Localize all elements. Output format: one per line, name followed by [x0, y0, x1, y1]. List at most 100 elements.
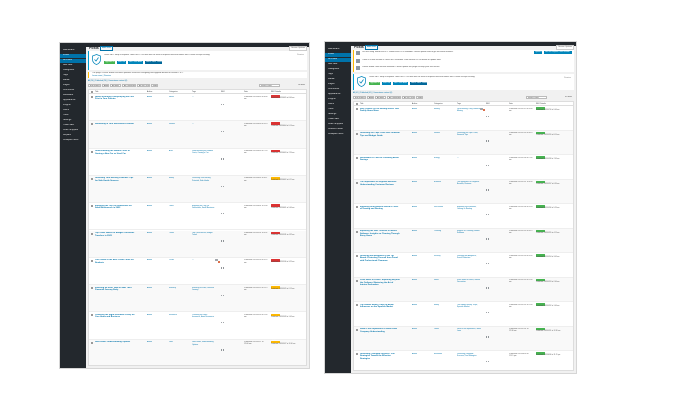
post-title-link[interactable]: The Importance of Regional Benefits: Und…: [360, 181, 397, 186]
post-category[interactable]: Cards: [169, 259, 174, 262]
post-author[interactable]: Admin: [412, 132, 418, 135]
sidebar-item[interactable]: Yoast SEO: [328, 118, 340, 121]
sidebar-item[interactable]: Posts: [60, 54, 86, 58]
post-tags[interactable]: The Hidden Money Traps, Spanish Market: [457, 303, 478, 308]
column-header-title[interactable]: Title: [360, 102, 364, 105]
rate-button[interactable]: Rate 5★: [117, 61, 126, 64]
sidebar-item[interactable]: Settings: [63, 119, 72, 122]
post-category[interactable]: Real Estate: [434, 205, 444, 208]
sidebar-item[interactable]: Categories: [63, 69, 75, 72]
apply-button[interactable]: Apply: [102, 84, 109, 87]
row-checkbox-icon[interactable]: [355, 230, 358, 233]
select-all-checkbox[interactable]: [355, 102, 358, 105]
post-author[interactable]: Admin: [412, 107, 418, 110]
apply-button[interactable]: Apply: [367, 96, 374, 99]
post-tags[interactable]: Unlocking Collegiate Success, Fun Strate…: [457, 352, 477, 357]
post-tags[interactable]: —: [192, 95, 194, 98]
post-tags[interactable]: —: [192, 259, 194, 262]
post-category[interactable]: Business: [434, 181, 442, 184]
post-category[interactable]: Finance: [434, 132, 441, 135]
sidebar-item[interactable]: Appearance: [328, 93, 341, 96]
row-checkbox-icon[interactable]: [90, 150, 93, 153]
post-tags[interactable]: —: [192, 122, 194, 125]
post-author[interactable]: Admin: [412, 254, 418, 257]
categories-select[interactable]: All Categories: [122, 84, 136, 87]
column-header-tags[interactable]: Tags: [457, 102, 461, 105]
post-category[interactable]: Energy: [434, 156, 440, 159]
dismiss-link[interactable]: Dismiss: [297, 54, 304, 56]
post-title-link[interactable]: The Hidden Money Traps to Avoid: Influen…: [360, 303, 395, 309]
sidebar-item[interactable]: Users: [63, 109, 69, 112]
seo-score-select[interactable]: All SEO Scores: [137, 84, 150, 87]
column-header-seo[interactable]: SEO: [486, 102, 490, 105]
post-category[interactable]: Education: [434, 352, 442, 355]
post-title-link[interactable]: Top Travel Hacks for Budget-Conscious Tr…: [95, 232, 135, 237]
post-tags[interactable]: Choosing the Right Insurance, Home Insur…: [192, 313, 215, 319]
row-checkbox-icon[interactable]: [90, 287, 93, 290]
column-header-seo-details[interactable]: SEO Details: [271, 90, 281, 93]
post-title-link[interactable]: What is the Importance of Small Loan Com…: [360, 328, 398, 333]
post-author[interactable]: Admin: [147, 286, 153, 289]
post-author[interactable]: Admin: [147, 95, 153, 98]
post-author[interactable]: Admin: [147, 232, 153, 235]
row-checkbox-icon[interactable]: [90, 123, 93, 126]
post-category[interactable]: Cleaning: [434, 230, 442, 233]
post-category[interactable]: Home: [434, 279, 439, 282]
post-title-link[interactable]: Unveiling the Allegiance of the Tip Boar…: [360, 254, 398, 262]
sidebar-item[interactable]: Categories: [328, 68, 340, 71]
sidebar-item[interactable]: Comments: [328, 88, 340, 91]
row-checkbox-icon[interactable]: [355, 328, 358, 331]
info-link[interactable]: Learn more | Dismiss: [92, 74, 111, 77]
post-author[interactable]: Admin: [412, 328, 418, 331]
post-title-link[interactable]: Why Choose Us for Moving House Your Fami…: [360, 107, 400, 113]
row-checkbox-icon[interactable]: [90, 205, 93, 208]
filter-button[interactable]: Filter: [416, 96, 423, 99]
select-all-checkbox[interactable]: [90, 90, 93, 93]
row-checkbox-icon[interactable]: [90, 177, 93, 180]
post-author[interactable]: Admin: [147, 204, 153, 207]
post-title-link[interactable]: Exploring Rent Benefits Worth It Costs o…: [360, 205, 399, 211]
post-tags[interactable]: Unlocking Your Earning Potential, Side H…: [192, 177, 211, 182]
row-checkbox-icon[interactable]: [355, 132, 358, 135]
post-tags[interactable]: Unlocking the Cape Coral, Financial Tips: [457, 132, 478, 137]
post-tags[interactable]: The Importance of Regional Benefits, Rev…: [457, 181, 480, 186]
sidebar-item[interactable]: Plugins: [328, 98, 336, 101]
post-author[interactable]: Admin: [147, 341, 153, 344]
filter-button[interactable]: Filter: [151, 84, 158, 87]
post-tags[interactable]: Debt Relief, Understanding Options: [192, 341, 214, 346]
post-tags[interactable]: Investing for Kids, Financial Journey: [192, 286, 214, 291]
post-tags[interactable]: Top Travel Hacks, Budget Travel: [192, 232, 213, 237]
bulk-actions-select[interactable]: Bulk actions: [353, 96, 366, 99]
post-author[interactable]: Admin: [147, 177, 153, 180]
row-checkbox-icon[interactable]: [90, 96, 93, 98]
sidebar-item[interactable]: All Posts: [325, 58, 351, 62]
comment-bubble-icon[interactable]: 1: [215, 259, 218, 262]
column-header-seo-details[interactable]: SEO Details: [536, 102, 546, 105]
post-category[interactable]: Investing: [169, 286, 177, 289]
sidebar-item[interactable]: Users: [328, 103, 334, 106]
column-header-author[interactable]: Author: [147, 90, 153, 93]
row-checkbox-icon[interactable]: [355, 255, 358, 257]
rate-button[interactable]: Rate 5★: [382, 82, 391, 85]
post-title-link[interactable]: Investing for Kids: How to Start Their F…: [95, 286, 132, 292]
comment-bubble-icon[interactable]: 2: [480, 107, 483, 110]
sidebar-item[interactable]: Jetpack: [63, 134, 71, 137]
screen-options-button[interactable]: Screen Options: [556, 45, 574, 50]
post-author[interactable]: Admin: [147, 150, 153, 153]
post-author[interactable]: Admin: [147, 313, 153, 316]
sidebar-item[interactable]: Appearance: [63, 99, 76, 102]
column-header-author[interactable]: Author: [412, 102, 418, 105]
post-title-link[interactable]: Exploring the Top Tax Deductions for Sma…: [95, 204, 132, 210]
post-title-link[interactable]: Understanding the Hidden Costs of Owning…: [95, 150, 130, 155]
status-filter-links[interactable]: All (26) | Published (26) | Cornerstone …: [88, 80, 128, 82]
post-category[interactable]: Money: [434, 303, 440, 306]
post-author[interactable]: Admin: [412, 156, 418, 159]
column-header-seo[interactable]: SEO: [221, 90, 225, 93]
seo-score-select[interactable]: All SEO Scores: [402, 96, 415, 99]
sidebar-item[interactable]: Media: [328, 78, 335, 81]
post-tags[interactable]: Unveiling the Allegiance, Fraud Protecti…: [457, 254, 477, 259]
post-title-link[interactable]: Unlocking Your Earning Potential: Tips f…: [95, 177, 134, 182]
upgrade-pro-button[interactable]: Upgrade to Pro: [104, 61, 115, 64]
sidebar-item[interactable]: Feedback: [63, 94, 74, 97]
row-checkbox-icon[interactable]: [355, 181, 358, 184]
